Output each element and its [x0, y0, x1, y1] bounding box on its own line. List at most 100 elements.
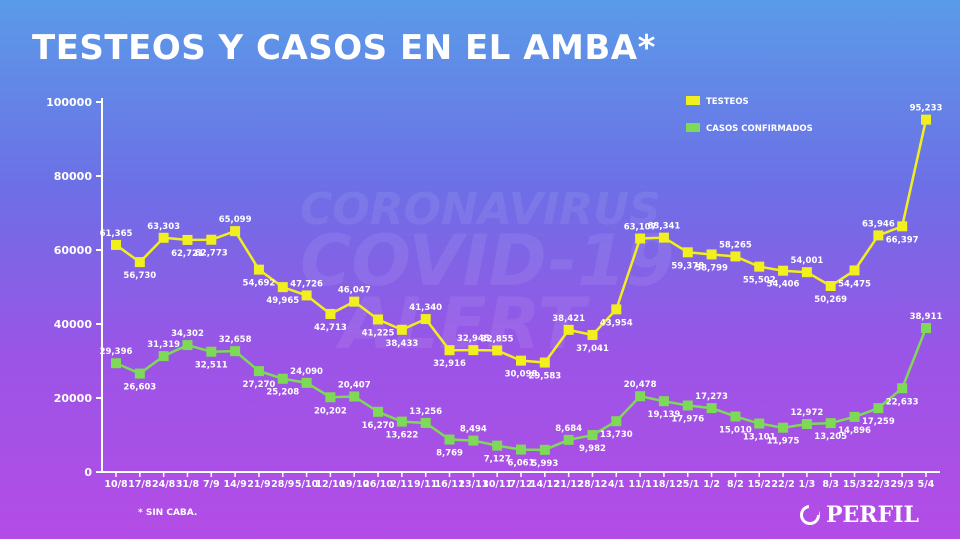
data-label: 15,010: [719, 425, 752, 435]
data-point: [206, 234, 217, 245]
x-tick-label: 14/12: [530, 479, 560, 490]
data-label: 20,407: [338, 380, 371, 390]
data-point: [516, 355, 526, 366]
data-label: 41,340: [409, 303, 442, 313]
data-point: [754, 261, 765, 272]
data-point: [111, 358, 121, 369]
x-tick-label: 7/12: [509, 479, 532, 490]
footnote: * SIN CABA.: [138, 508, 198, 518]
data-label: 38,911: [910, 312, 943, 322]
data-label: 50,269: [814, 295, 847, 305]
data-label: 55,502: [743, 276, 776, 286]
data-point: [277, 282, 288, 293]
data-point: [635, 233, 646, 244]
data-point: [301, 290, 312, 301]
data-label: 30,098: [505, 370, 538, 380]
data-point: [706, 403, 717, 414]
data-point: [158, 351, 169, 362]
data-point: [134, 257, 145, 268]
data-point: [468, 435, 479, 446]
x-tick-label: 29/3: [891, 479, 914, 490]
data-label: 13,622: [385, 431, 418, 441]
data-point: [253, 366, 264, 377]
y-tick-label: 60000: [54, 244, 93, 257]
data-label: 17,976: [671, 414, 704, 424]
data-label: 65,099: [219, 215, 252, 225]
data-point: [682, 400, 693, 411]
x-tick-label: 26/10: [363, 479, 393, 490]
data-label: 8,684: [555, 424, 582, 434]
legend-swatch: [686, 123, 700, 132]
data-point: [444, 345, 455, 356]
data-label: 49,965: [266, 296, 299, 306]
data-label: 95,233: [910, 104, 943, 114]
data-point: [325, 392, 336, 403]
data-point: [420, 417, 431, 428]
y-tick-label: 100000: [46, 96, 92, 109]
data-label: 58,799: [695, 263, 728, 273]
data-label: 13,101: [743, 433, 776, 443]
data-label: 58,265: [719, 240, 752, 250]
data-label: 5,993: [531, 459, 558, 469]
data-label: 14,896: [838, 426, 871, 436]
data-point: [158, 232, 169, 243]
data-point: [468, 345, 479, 356]
data-point: [492, 440, 503, 451]
data-label: 32,511: [195, 361, 228, 371]
data-label: 25,208: [266, 388, 299, 398]
x-tick-label: 15/3: [843, 479, 866, 490]
data-point: [396, 324, 407, 335]
x-tick-label: 24/8: [152, 479, 176, 490]
data-point: [230, 226, 241, 237]
data-label: 24,090: [290, 367, 323, 377]
data-point: [658, 232, 669, 243]
data-point: [778, 265, 789, 276]
x-tick-label: 11/1: [628, 479, 651, 490]
x-tick-label: 31/8: [176, 479, 200, 490]
x-tick-label: 15/2: [748, 479, 771, 490]
x-tick-label: 22/3: [867, 479, 890, 490]
data-label: 38,433: [385, 339, 418, 349]
x-tick-label: 28/9: [271, 479, 294, 490]
data-label: 34,302: [171, 329, 204, 339]
data-label: 29,396: [100, 347, 133, 357]
data-point: [825, 281, 836, 292]
data-point: [563, 324, 574, 335]
data-point: [539, 357, 550, 368]
data-point: [635, 391, 646, 402]
data-point: [373, 314, 384, 325]
data-label: 13,205: [814, 432, 847, 442]
y-tick-label: 40000: [54, 318, 93, 331]
data-label: 12,972: [790, 408, 823, 418]
data-point: [111, 239, 121, 250]
data-label: 32,658: [219, 335, 252, 345]
data-point: [516, 444, 526, 455]
data-point: [849, 411, 860, 422]
data-point: [801, 267, 812, 278]
data-label: 13,730: [600, 430, 633, 440]
data-point: [587, 430, 598, 441]
data-point: [921, 114, 931, 125]
data-point: [587, 329, 598, 340]
data-label: 19,139: [648, 410, 681, 420]
data-point: [134, 368, 145, 379]
watermark-line2: COVID-19: [300, 219, 675, 302]
data-point: [277, 373, 288, 384]
logo-icon: [800, 505, 820, 525]
data-label: 32,945: [457, 334, 490, 344]
data-label: 59,378: [671, 261, 704, 271]
data-label: 11,975: [767, 437, 800, 447]
data-label: 32,855: [481, 334, 514, 344]
data-label: 41,225: [362, 328, 395, 338]
data-point: [611, 416, 622, 427]
data-label: 20,478: [624, 380, 657, 390]
data-label: 43,954: [600, 318, 633, 328]
data-point: [611, 304, 622, 315]
data-point: [730, 251, 741, 262]
data-label: 6,061: [508, 459, 535, 469]
data-point: [825, 418, 836, 429]
data-point: [849, 265, 860, 276]
data-point: [682, 247, 693, 258]
x-tick-label: 19/10: [339, 479, 369, 490]
data-label: 46,047: [338, 286, 371, 296]
